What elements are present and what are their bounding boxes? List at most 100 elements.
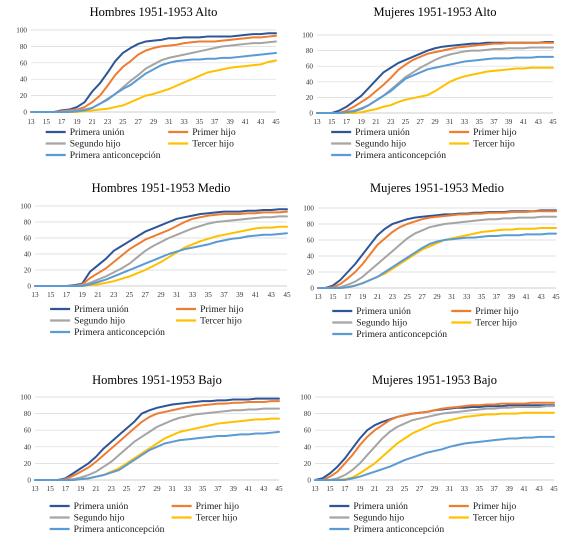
x-tick-label: 21 (374, 293, 382, 301)
series-line-5 (34, 232, 288, 287)
legend-label: Segundo hijo (74, 316, 125, 327)
legend-label: Tercer hijo (200, 316, 242, 327)
x-tick-label: 29 (153, 485, 161, 493)
legend-entry: Primera anticoncepción (49, 524, 165, 535)
legend-entry: Segundo hijo (332, 318, 407, 329)
legend-label: Primera anticoncepción (356, 329, 447, 340)
x-tick-label: 27 (416, 485, 424, 493)
x-tick-label: 29 (431, 118, 439, 126)
x-tick-label: 27 (135, 118, 143, 126)
y-tick-label: 20 (20, 92, 28, 100)
series-line-5 (316, 55, 554, 114)
legend-entry: Primera unión (331, 127, 410, 138)
series-line-2 (34, 210, 288, 287)
x-tick-label: 43 (538, 293, 546, 301)
legend-entry: Primera anticoncepción (45, 150, 161, 161)
x-tick-label: 45 (283, 291, 291, 299)
x-tick-label: 19 (358, 118, 366, 126)
x-tick-label: 39 (506, 485, 514, 493)
x-tick-label: 23 (389, 293, 397, 301)
x-tick-label: 15 (328, 118, 336, 126)
x-tick-label: 29 (150, 118, 158, 126)
x-tick-label: 43 (268, 291, 276, 299)
x-tick-label: 19 (73, 118, 81, 126)
x-tick-label: 17 (58, 118, 66, 126)
x-tick-label: 21 (89, 118, 97, 126)
legend-entry: Primera unión (332, 306, 411, 317)
x-tick-label: 29 (157, 291, 165, 299)
x-tick-label: 29 (431, 485, 439, 493)
x-tick-label: 39 (505, 118, 513, 126)
legend-label: Primer hijo (196, 501, 240, 512)
y-tick-label: 60 (304, 427, 312, 435)
y-tick-label: 20 (306, 94, 314, 102)
x-tick-label: 33 (184, 485, 192, 493)
x-tick-label: 33 (181, 118, 189, 126)
x-tick-label: 35 (205, 291, 213, 299)
y-tick-label: 20 (24, 460, 32, 468)
series-line-4 (316, 66, 554, 114)
series-line-3 (317, 215, 557, 289)
x-tick-label: 41 (521, 485, 529, 493)
x-tick-label: 21 (371, 485, 379, 493)
y-tick-label: 100 (20, 203, 31, 211)
x-tick-label: 23 (386, 485, 394, 493)
x-tick-label: 37 (220, 291, 228, 299)
x-tick-label: 29 (433, 293, 441, 301)
x-tick-label: 35 (476, 485, 484, 493)
series-line-1 (34, 397, 280, 481)
legend-label: Primera anticoncepción (353, 524, 444, 535)
x-tick-label: 31 (446, 485, 454, 493)
series-line-5 (34, 430, 280, 481)
x-tick-label: 27 (419, 293, 427, 301)
x-tick-label: 39 (508, 293, 516, 301)
y-tick-label: 60 (24, 427, 32, 435)
x-tick-label: 31 (448, 293, 456, 301)
series-line-2 (34, 400, 280, 481)
series-line-5 (317, 232, 557, 289)
x-tick-label: 41 (252, 291, 260, 299)
x-tick-label: 25 (401, 485, 409, 493)
legend-label: Primera anticoncepción (74, 524, 165, 535)
chart-title: Hombres 1951-1953 Alto (90, 5, 218, 19)
legend-entry: Tercer hijo (448, 513, 515, 524)
y-tick-label: 80 (24, 219, 32, 227)
x-tick-label: 27 (138, 485, 146, 493)
legend-label: Segundo hijo (355, 139, 406, 150)
series-line-2 (317, 210, 557, 289)
legend-entry: Primera anticoncepción (50, 327, 165, 338)
x-tick-label: 23 (387, 118, 395, 126)
y-tick-label: 80 (20, 43, 28, 51)
x-tick-label: 37 (211, 118, 219, 126)
legend-label: Primera unión (353, 501, 408, 512)
y-tick-label: 40 (304, 443, 312, 451)
legend-entry: Tercer hijo (168, 139, 234, 150)
series-line-1 (30, 32, 277, 113)
legend-label: Tercer hijo (192, 139, 234, 150)
x-tick-label: 37 (490, 118, 498, 126)
x-tick-label: 27 (417, 118, 425, 126)
series-line-2 (316, 41, 554, 114)
y-tick-label: 80 (24, 410, 32, 418)
chart-panel-3: Hombres 1951-1953 Medio 0 20 40 60 80 100 13 15 1… (20, 181, 291, 338)
legend-entry: Primera anticoncepción (329, 524, 444, 535)
legend-entry: Segundo hijo (329, 513, 404, 524)
chart-panel-4: Mujeres 1951-1953 Medio 0 20 40 60 80 100 13 15 1… (303, 181, 560, 340)
series-line-1 (314, 404, 555, 481)
x-tick-label: 21 (92, 485, 100, 493)
x-tick-label: 45 (549, 118, 557, 126)
x-tick-label: 23 (108, 485, 116, 493)
x-tick-label: 17 (62, 485, 70, 493)
y-tick-label: 20 (307, 269, 315, 277)
legend-label: Primera unión (74, 304, 129, 315)
legend-entry: Primera anticoncepción (331, 150, 446, 161)
legend-label: Segundo hijo (353, 513, 404, 524)
y-tick-label: 60 (20, 59, 28, 67)
x-tick-label: 33 (461, 485, 469, 493)
series-line-1 (34, 208, 288, 287)
x-tick-label: 17 (341, 485, 349, 493)
y-tick-label: 80 (304, 410, 312, 418)
chart-panel-1: Hombres 1951-1953 Alto 0 20 40 60 80 100 13 15 17… (16, 5, 280, 161)
y-tick-label: 60 (306, 63, 314, 71)
